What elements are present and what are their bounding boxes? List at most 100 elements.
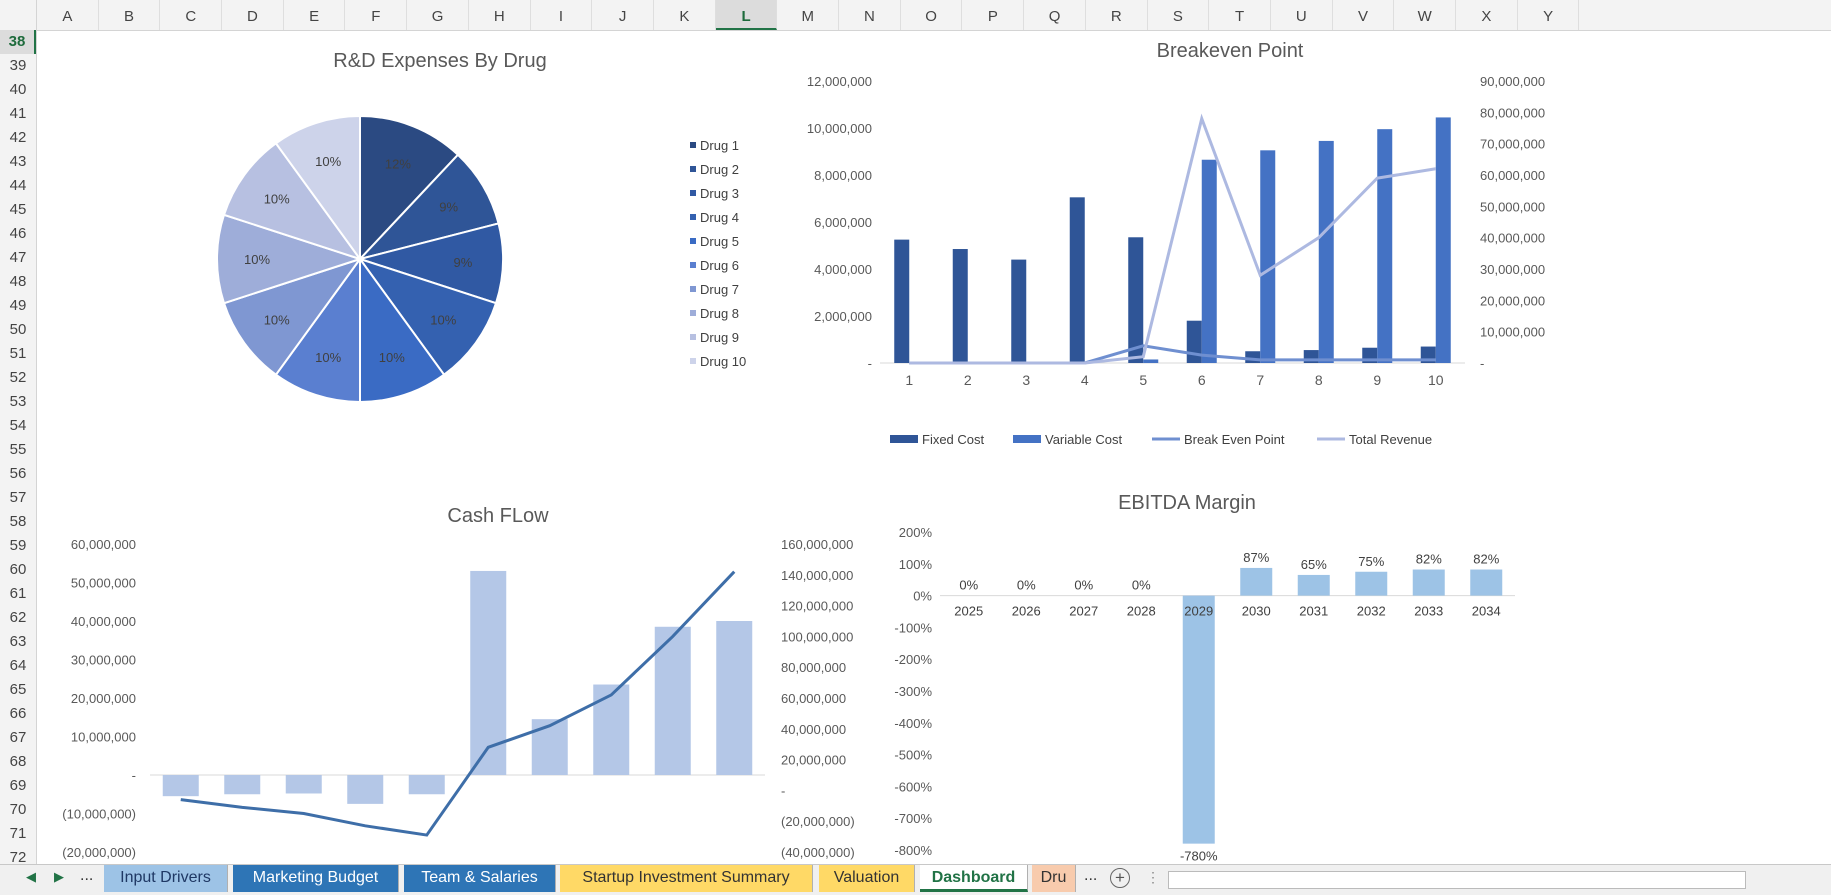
right-tick-label: 160,000,000 (781, 537, 853, 552)
column-header-U[interactable]: U (1271, 0, 1333, 30)
column-header-Y[interactable]: Y (1518, 0, 1580, 30)
cash-flow-bar (224, 775, 261, 795)
row-header-62[interactable]: 62 (9, 609, 27, 626)
row-header-38[interactable]: 38 (0, 30, 36, 54)
sheet-tab-dru[interactable]: Dru (1032, 865, 1076, 892)
fixed-cost-bar (1186, 320, 1202, 363)
row-header-60[interactable]: 60 (9, 561, 27, 578)
row-header-50[interactable]: 50 (9, 321, 27, 338)
row-header-41[interactable]: 41 (9, 105, 27, 122)
sheet-tab-valuation[interactable]: Valuation (819, 865, 915, 892)
row-header-46[interactable]: 46 (9, 225, 27, 242)
column-header-V[interactable]: V (1333, 0, 1395, 30)
column-header-N[interactable]: N (839, 0, 901, 30)
column-header-W[interactable]: W (1394, 0, 1457, 30)
column-header-I[interactable]: I (531, 0, 593, 30)
legend-swatch-4 (690, 214, 696, 220)
add-sheet-icon[interactable]: + (1110, 868, 1130, 888)
left-tick-label: 2,000,000 (814, 309, 872, 324)
row-header-67[interactable]: 67 (9, 729, 27, 746)
row-header-53[interactable]: 53 (9, 393, 27, 410)
y-tick-label: -100% (894, 620, 932, 635)
column-header-R[interactable]: R (1086, 0, 1148, 30)
horizontal-scrollbar[interactable] (1168, 871, 1746, 889)
column-header-O[interactable]: O (901, 0, 963, 30)
column-header-T[interactable]: T (1209, 0, 1271, 30)
row-header-51[interactable]: 51 (9, 345, 27, 362)
legend-swatch-6 (690, 262, 696, 268)
row-header-52[interactable]: 52 (9, 369, 27, 386)
sheet-tab-team-salaries[interactable]: Team & Salaries (404, 865, 556, 892)
row-header-63[interactable]: 63 (9, 633, 27, 650)
left-tick-label: 60,000,000 (71, 537, 136, 552)
column-header-L[interactable]: L (715, 0, 778, 30)
row-header-70[interactable]: 70 (9, 801, 27, 818)
row-header-57[interactable]: 57 (9, 489, 27, 506)
column-header-B[interactable]: B (99, 0, 161, 30)
row-header-44[interactable]: 44 (9, 177, 27, 194)
column-header-H[interactable]: H (469, 0, 531, 30)
row-header-55[interactable]: 55 (9, 441, 27, 458)
sheet-tab-marketing-budget[interactable]: Marketing Budget (233, 865, 399, 892)
row-header-48[interactable]: 48 (9, 273, 27, 290)
column-header-C[interactable]: C (160, 0, 223, 30)
right-tick-label: 40,000,000 (1480, 231, 1545, 246)
row-header-64[interactable]: 64 (9, 657, 27, 674)
row-header-43[interactable]: 43 (9, 153, 27, 170)
row-header-59[interactable]: 59 (9, 537, 27, 554)
row-header-66[interactable]: 66 (9, 705, 27, 722)
tab-options-icon[interactable]: ⋮ (1146, 869, 1160, 885)
column-header-D[interactable]: D (222, 0, 284, 30)
sheet-tab-startup-investment-summary[interactable]: Startup Investment Summary (560, 865, 813, 892)
tab-prev-icon[interactable]: ◀ (26, 869, 36, 884)
tab-more-left[interactable]: ... (80, 867, 94, 884)
chart-cash-flow[interactable]: Cash FLow 60,000,000 50,000,000 40,000,000… (40, 495, 870, 865)
column-header-K[interactable]: K (654, 0, 716, 30)
x-tick-label: 4 (1081, 372, 1089, 388)
y-tick-label: -300% (894, 684, 932, 699)
column-header-G[interactable]: G (407, 0, 469, 30)
chart-breakeven[interactable]: Breakeven Point 12,000,000 10,000,000 8,00… (780, 36, 1570, 456)
row-header-65[interactable]: 65 (9, 681, 27, 698)
variable-cost-bar (1435, 117, 1451, 363)
column-header-X[interactable]: X (1456, 0, 1518, 30)
pie-label-2: 9% (439, 200, 458, 215)
row-header-42[interactable]: 42 (9, 129, 27, 146)
chart-rd-expenses[interactable]: R&D Expenses By Drug 12% 9% 9% 10% 10% 10% 10%… (40, 36, 760, 436)
row-header-49[interactable]: 49 (9, 297, 27, 314)
ebitda-data-label: 87% (1243, 550, 1269, 565)
column-header-F[interactable]: F (346, 0, 408, 30)
row-header-71[interactable]: 71 (9, 825, 27, 842)
row-header-47[interactable]: 47 (9, 249, 27, 266)
row-header-56[interactable]: 56 (9, 465, 27, 482)
pie-slice-6 (274, 255, 361, 404)
column-header-M[interactable]: M (777, 0, 840, 30)
cash-flow-bar (593, 684, 630, 775)
pie-slice-1 (359, 114, 460, 262)
row-header-69[interactable]: 69 (9, 777, 27, 794)
row-header-39[interactable]: 39 (9, 57, 27, 74)
right-tick-label: 100,000,000 (781, 629, 853, 644)
column-header-E[interactable]: E (284, 0, 346, 30)
tab-more-right[interactable]: ... (1084, 867, 1098, 884)
column-header-P[interactable]: P (963, 0, 1025, 30)
row-header-68[interactable]: 68 (9, 753, 27, 770)
sheet-tab-input-drivers[interactable]: Input Drivers (104, 865, 228, 892)
left-tick-label: 10,000,000 (71, 730, 136, 745)
x-tick-label: 2 (964, 372, 972, 388)
row-header-58[interactable]: 58 (9, 513, 27, 530)
row-header-45[interactable]: 45 (9, 201, 27, 218)
select-all-corner[interactable] (0, 0, 37, 30)
chart-ebitda-margin[interactable]: EBITDA Margin 200% 100% 0% -100% -200% -300% -… (880, 482, 1530, 867)
row-header-54[interactable]: 54 (9, 417, 27, 434)
row-header-61[interactable]: 61 (9, 585, 27, 602)
column-header-J[interactable]: J (592, 0, 654, 30)
row-header-40[interactable]: 40 (9, 81, 27, 98)
column-header-Q[interactable]: Q (1024, 0, 1086, 30)
sheet-tab-dashboard[interactable]: Dashboard (920, 865, 1028, 892)
right-tick-label: 50,000,000 (1480, 199, 1545, 214)
row-header-72[interactable]: 72 (9, 849, 27, 866)
column-header-A[interactable]: A (37, 0, 99, 30)
column-header-S[interactable]: S (1148, 0, 1210, 30)
tab-next-icon[interactable]: ▶ (54, 869, 64, 884)
